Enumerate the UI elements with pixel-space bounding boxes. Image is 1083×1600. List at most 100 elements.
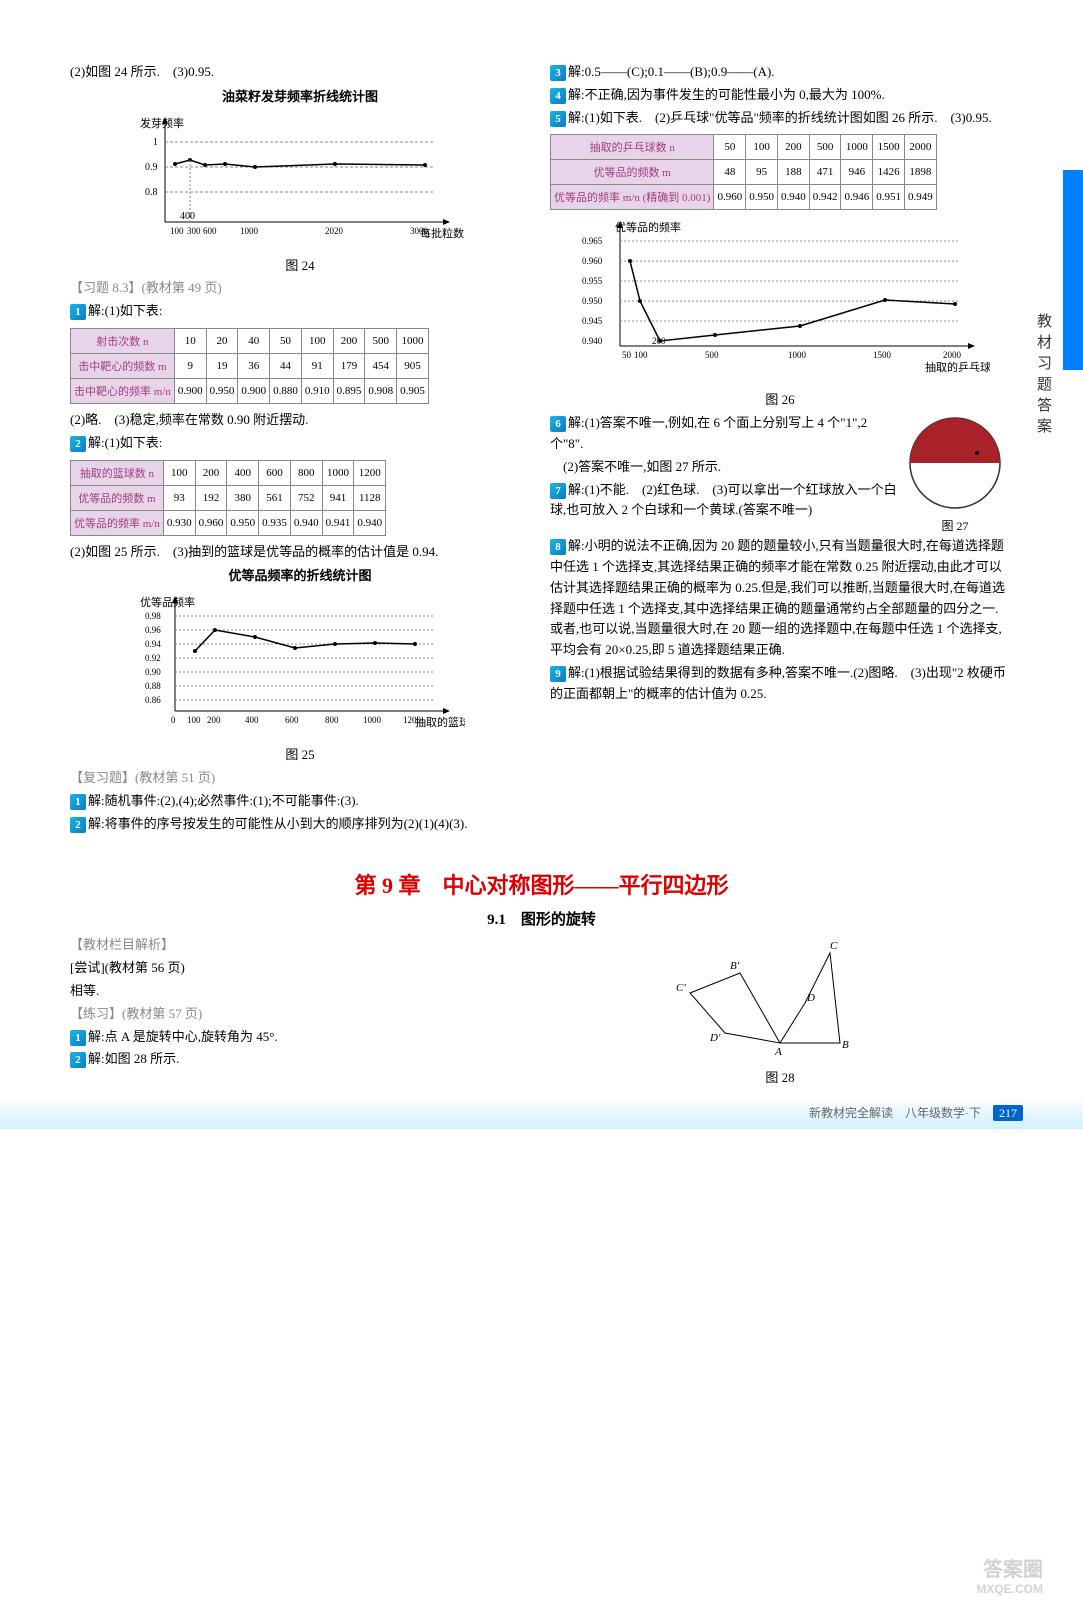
svg-text:1200: 1200: [403, 715, 422, 725]
fig25-label: 图 25: [70, 745, 530, 766]
chart24-title: 油菜籽发芽频率折线统计图: [70, 87, 530, 108]
r9: 9解:(1)根据试验结果得到的数据有多种,答案不唯一.(2)图略. (3)出现"…: [550, 663, 1010, 705]
svg-text:发芽频率: 发芽频率: [140, 116, 184, 130]
fig28-label: 图 28: [550, 1067, 1010, 1086]
svg-text:3000: 3000: [410, 226, 429, 236]
svg-text:0.940: 0.940: [582, 336, 603, 346]
svg-text:1000: 1000: [240, 226, 259, 236]
svg-text:0.96: 0.96: [145, 625, 161, 635]
section-title: 9.1 图形的旋转: [70, 908, 1013, 929]
chapter-title: 第 9 章 中心对称图形——平行四边形: [70, 868, 1013, 900]
badge-1: 1: [70, 304, 86, 320]
svg-text:0.950: 0.950: [582, 296, 603, 306]
badge-p2: 2: [70, 1052, 86, 1068]
ch-p2: 2解:如图 28 所示.: [70, 1049, 530, 1070]
badge-r4: 4: [550, 88, 566, 104]
left-column: (2)如图 24 所示. (3)0.95. 油菜籽发芽频率折线统计图 发芽频率 …: [70, 60, 530, 836]
fig27: 图 27: [900, 413, 1010, 534]
svg-text:100: 100: [634, 350, 648, 360]
r8: 8解:小明的说法不正确,因为 20 题的题量较小,只有当题量很大时,在每道选择题…: [550, 536, 1010, 661]
svg-text:1000: 1000: [788, 350, 807, 360]
svg-text:400: 400: [180, 211, 195, 222]
badge-r6: 6: [550, 416, 566, 432]
svg-text:0: 0: [171, 715, 176, 725]
q1-after: (2)略. (3)稳定,频率在常数 0.90 附近摆动.: [70, 410, 530, 431]
svg-text:D: D: [806, 992, 815, 1004]
ch-left: 【教材栏目解析】 [尝试](教材第 56 页) 相等. 【练习】(教材第 57 …: [70, 933, 530, 1086]
page-number: 217: [993, 1105, 1023, 1121]
badge-2: 2: [70, 436, 86, 452]
ch-p1: 1解:点 A 是旋转中心,旋转角为 45°.: [70, 1027, 530, 1048]
sidebar-label: 教材习题答案: [1037, 310, 1053, 436]
svg-text:0.98: 0.98: [145, 611, 161, 621]
line1: (2)如图 24 所示. (3)0.95.: [70, 62, 530, 83]
svg-text:50: 50: [622, 350, 632, 360]
q1-intro: 1解:(1)如下表:: [70, 301, 530, 322]
svg-text:600: 600: [203, 226, 217, 236]
q2-intro: 2解:(1)如下表:: [70, 433, 530, 454]
svg-text:600: 600: [285, 715, 299, 725]
ch-try-ans: 相等.: [70, 981, 530, 1002]
svg-text:1: 1: [153, 137, 158, 148]
badge-r2: 2: [70, 817, 86, 833]
svg-text:抽取的乒乓球数: 抽取的乒乓球数: [925, 360, 990, 374]
chart26: 优等品的频率 抽取的乒乓球数 0.965 0.960 0.955 0.950 0…: [570, 216, 990, 386]
r1: 1解:随机事件:(2),(4);必然事件:(1);不可能事件:(3).: [70, 791, 530, 812]
svg-text:0.960: 0.960: [582, 256, 603, 266]
fig24-label: 图 24: [70, 256, 530, 277]
svg-text:优等品频率: 优等品频率: [140, 595, 195, 609]
ch-try: [尝试](教材第 56 页): [70, 958, 530, 979]
chart25: 优等品频率 抽取的篮球数 0.98 0.96 0.94 0.92 0.90 0.…: [135, 591, 465, 741]
watermark: 答案圈 MXQE.COM: [976, 1553, 1043, 1596]
svg-text:0.88: 0.88: [145, 681, 161, 691]
svg-text:A: A: [774, 1046, 782, 1058]
badge-r3: 3: [550, 65, 566, 81]
r3: 3解:0.5——(C);0.1——(B);0.9——(A).: [550, 62, 1010, 83]
badge-r8: 8: [550, 539, 566, 555]
svg-text:0.945: 0.945: [582, 316, 603, 326]
table1: 射击次数 n102040501002005001000 击中靶心的频数 m919…: [70, 328, 429, 404]
footer: 新教材完全解读 八年级数学·下 217 答案圈 MXQE.COM: [0, 1096, 1083, 1129]
svg-text:0.8: 0.8: [145, 187, 158, 198]
r5: 5解:(1)如下表. (2)乒乓球"优等品"频率的折线统计图如图 26 所示. …: [550, 108, 1010, 129]
table3: 抽取的乒乓球数 n50100200500100015002000 优等品的频数 …: [550, 134, 937, 210]
chart24: 发芽频率 每批粒数 1 0.9 0.8 400 100300600 100020…: [135, 112, 465, 252]
badge-p1: 1: [70, 1030, 86, 1046]
fig26-label: 图 26: [550, 390, 1010, 411]
svg-text:2020: 2020: [325, 226, 344, 236]
svg-text:0.965: 0.965: [582, 236, 603, 246]
table2: 抽取的篮球数 n10020040060080010001200 优等品的频数 m…: [70, 460, 386, 536]
ch-right: A B C D B' C' D' 图 28: [550, 933, 1010, 1086]
svg-text:抽取的篮球数: 抽取的篮球数: [415, 715, 465, 729]
chart25-title: 优等品频率的折线统计图: [70, 566, 530, 587]
svg-text:100: 100: [187, 715, 201, 725]
fig28: A B C D B' C' D': [670, 933, 890, 1063]
svg-text:C': C': [676, 982, 686, 994]
svg-text:800: 800: [325, 715, 339, 725]
svg-text:B: B: [842, 1039, 849, 1051]
q2-after: (2)如图 25 所示. (3)抽到的篮球是优等品的概率的估计值是 0.94.: [70, 542, 530, 563]
ch-h1: 【教材栏目解析】: [70, 935, 530, 956]
svg-text:0.90: 0.90: [145, 667, 161, 677]
badge-r5: 5: [550, 111, 566, 127]
badge-r1: 1: [70, 794, 86, 810]
svg-text:0.86: 0.86: [145, 695, 161, 705]
svg-text:D': D': [709, 1032, 721, 1044]
ex83-heading: 【习题 8.3】(教材第 49 页): [70, 278, 530, 299]
svg-text:2000: 2000: [943, 350, 962, 360]
svg-text:0.94: 0.94: [145, 639, 161, 649]
svg-text:B': B': [730, 960, 740, 972]
badge-r9: 9: [550, 666, 566, 682]
svg-text:C: C: [830, 940, 838, 952]
svg-text:0.955: 0.955: [582, 276, 603, 286]
svg-text:1500: 1500: [873, 350, 892, 360]
svg-text:300: 300: [187, 226, 201, 236]
svg-text:200: 200: [207, 715, 221, 725]
review-heading: 【复习题】(教材第 51 页): [70, 768, 530, 789]
right-column: 3解:0.5——(C);0.1——(B);0.9——(A). 4解:不正确,因为…: [550, 60, 1010, 836]
svg-text:400: 400: [245, 715, 259, 725]
badge-r7: 7: [550, 483, 566, 499]
svg-text:1000: 1000: [363, 715, 382, 725]
ch-practice: 【练习】(教材第 57 页): [70, 1004, 530, 1025]
svg-text:0.9: 0.9: [145, 162, 158, 173]
